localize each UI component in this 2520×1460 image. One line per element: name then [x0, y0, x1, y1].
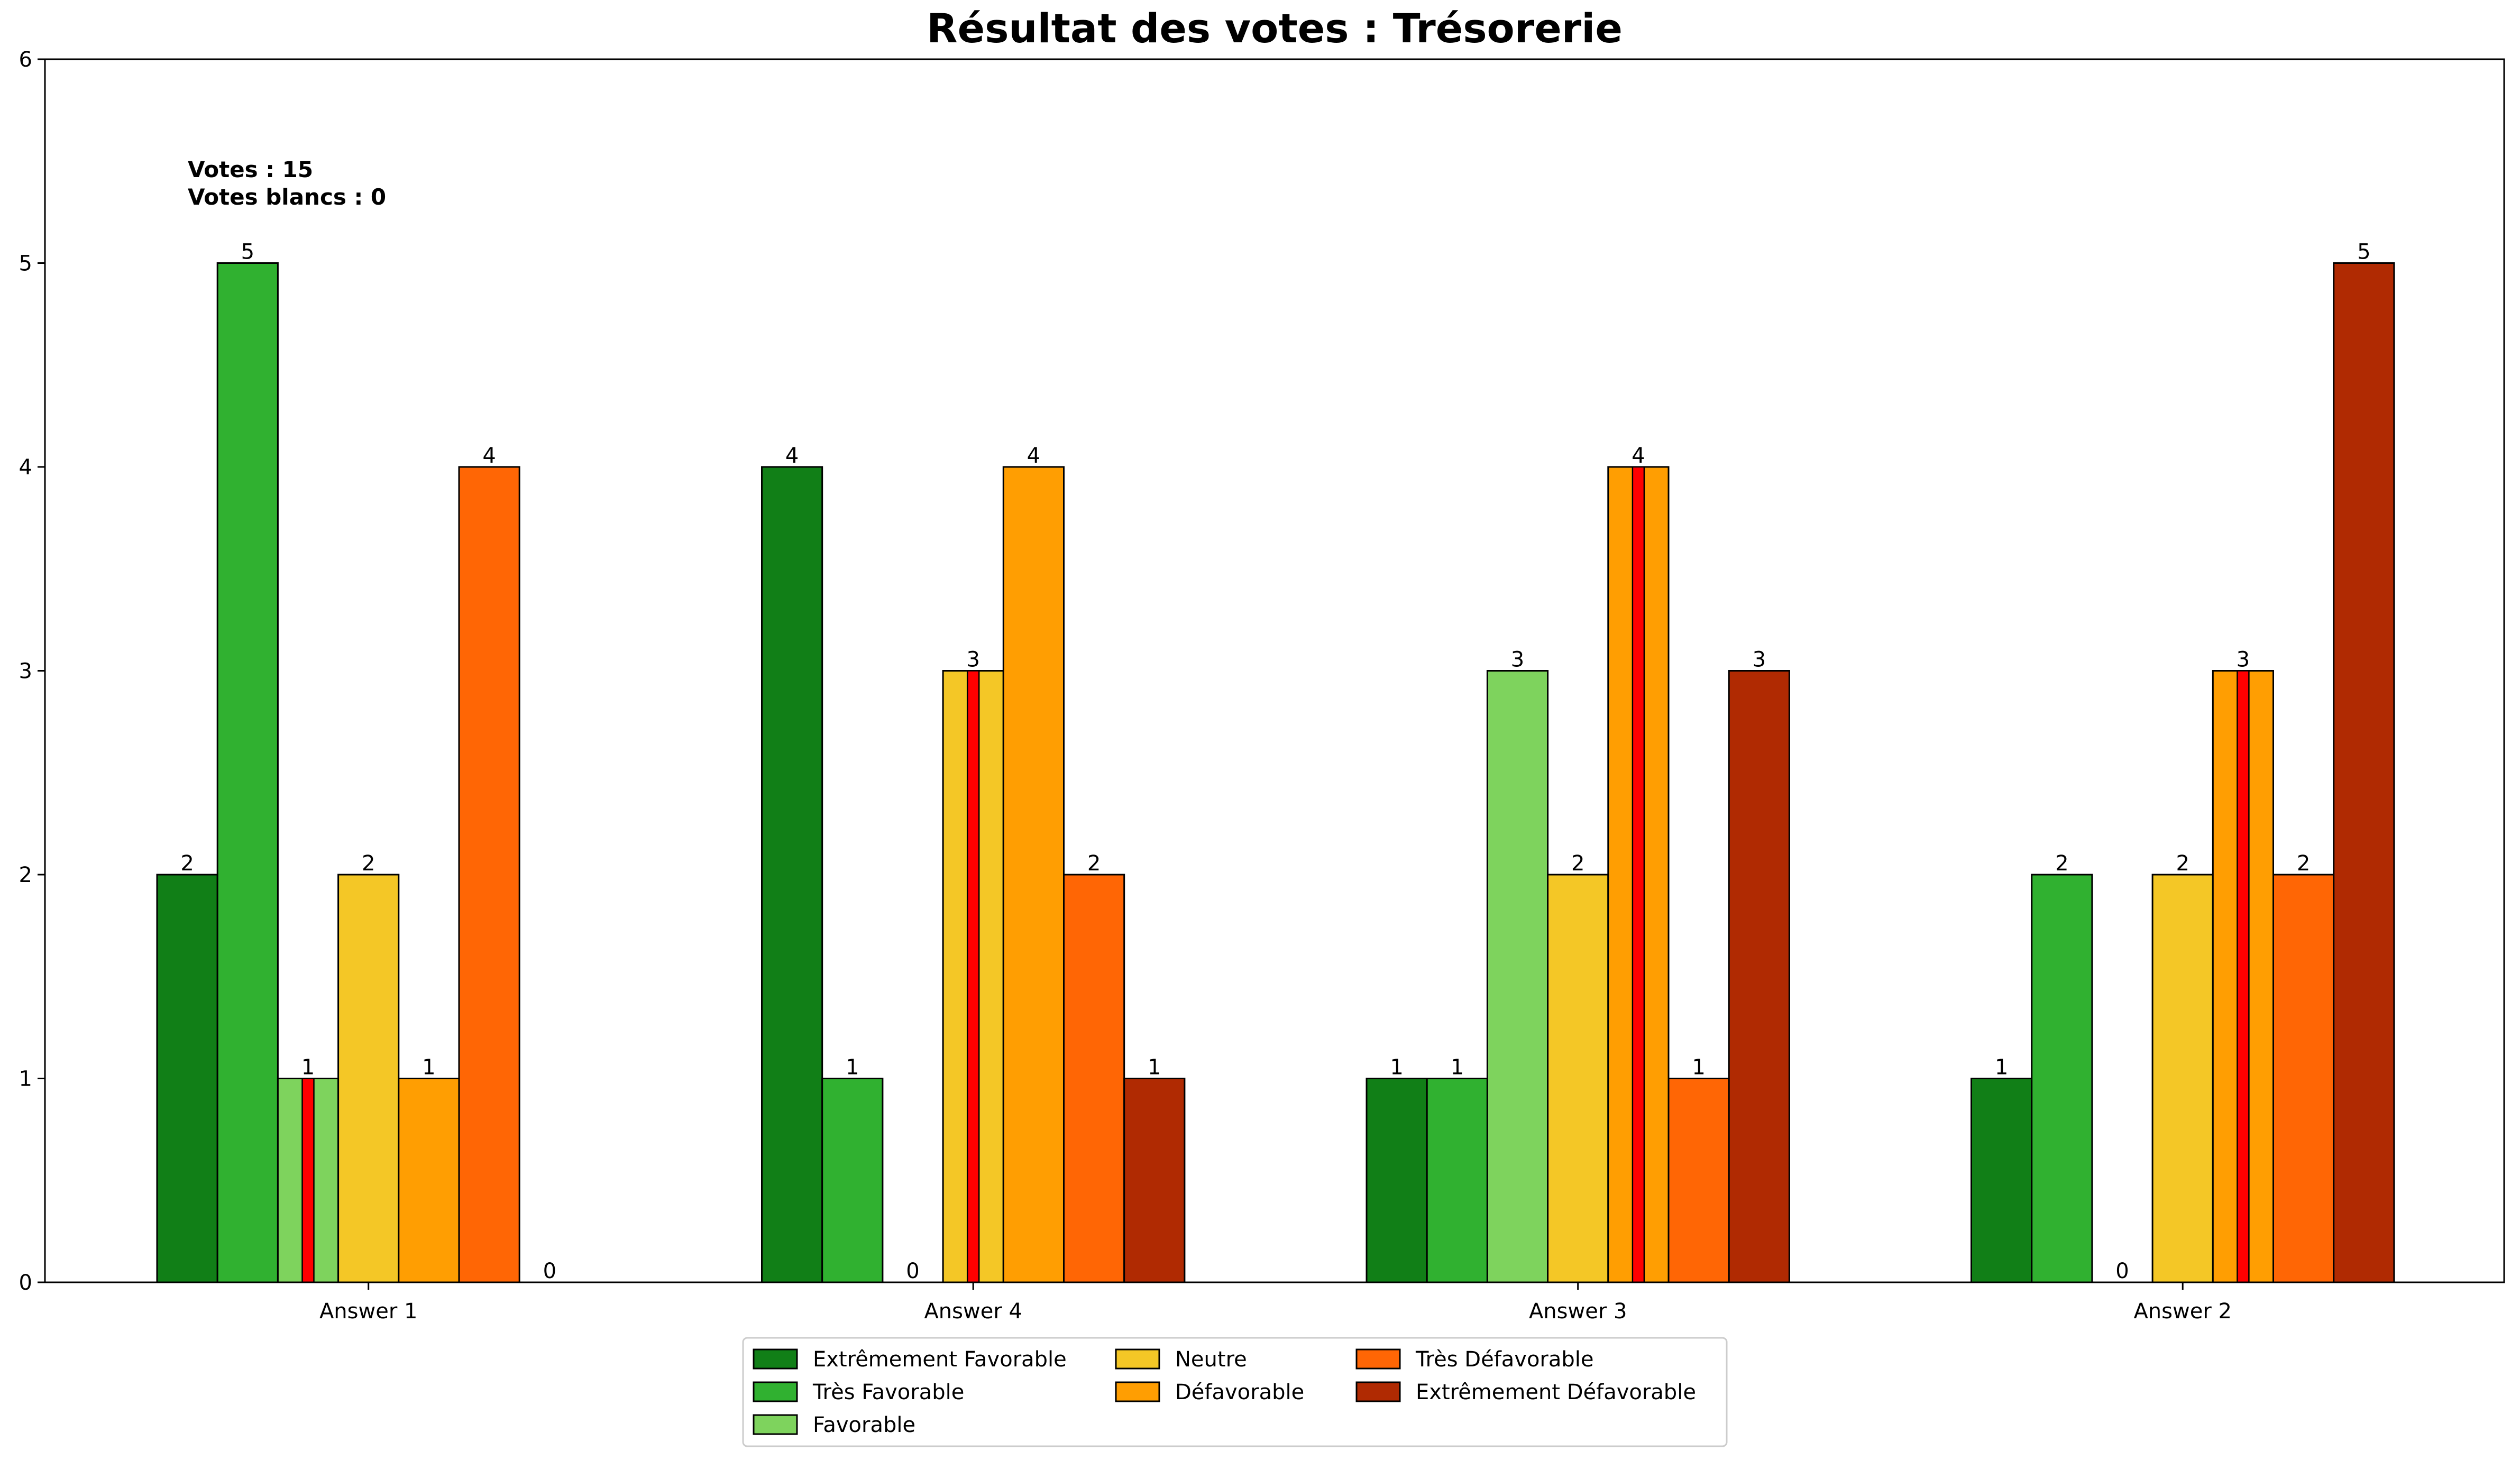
legend-label: Neutre	[1175, 1347, 1247, 1372]
legend-swatch	[753, 1414, 798, 1435]
bar-value-label: 1	[1692, 1055, 1705, 1080]
bar-value-label: 1	[1995, 1055, 2008, 1080]
bar-value-label: 1	[301, 1055, 315, 1080]
x-tick-label: Answer 2	[2133, 1299, 2232, 1324]
legend-swatch	[753, 1381, 798, 1402]
bar-value-label: 0	[543, 1259, 556, 1283]
bar-value-label: 1	[422, 1055, 435, 1080]
bar	[216, 262, 279, 1283]
bar	[1667, 1078, 1730, 1283]
x-tick-label: Answer 4	[924, 1299, 1022, 1324]
bar-value-label: 4	[1632, 444, 1645, 468]
median-marker	[966, 670, 980, 1283]
bar-value-label: 1	[1451, 1055, 1464, 1080]
legend-label: Défavorable	[1175, 1380, 1304, 1404]
vote-count-annotation: Votes : 15 Votes blancs : 0	[188, 157, 386, 210]
legend-label: Très Favorable	[812, 1380, 964, 1404]
x-tick-label: Answer 3	[1529, 1299, 1627, 1324]
legend: Extrêmement Favorable Très Favorable Favor…	[742, 1337, 1728, 1447]
bar	[2272, 874, 2335, 1283]
y-tick-label: 5	[19, 252, 32, 276]
chart-title: Résultat des votes : Trésorerie	[927, 5, 1623, 52]
bar	[2031, 874, 2093, 1283]
bar-value-label: 2	[362, 851, 375, 876]
bar	[1547, 874, 1609, 1283]
bar	[1728, 670, 1790, 1283]
median-marker	[2237, 670, 2250, 1283]
bar-value-label: 2	[1571, 851, 1584, 876]
legend-swatch	[1115, 1381, 1160, 1402]
legend-swatch	[1355, 1381, 1401, 1402]
bar	[1002, 466, 1065, 1283]
bar-value-label: 2	[1087, 851, 1101, 876]
bar	[1123, 1078, 1186, 1283]
bar	[821, 1078, 884, 1283]
bar	[337, 874, 400, 1283]
bar	[1486, 670, 1549, 1283]
legend-label: Extrêmement Favorable	[813, 1347, 1067, 1372]
legend-swatch	[1355, 1348, 1401, 1370]
y-tick-label: 3	[19, 659, 32, 684]
y-tick-label: 2	[19, 863, 32, 887]
bar-value-label: 4	[482, 444, 496, 468]
bar-value-label: 0	[906, 1259, 919, 1283]
bar-value-label: 5	[241, 240, 254, 264]
bar-value-label: 4	[1027, 444, 1040, 468]
bar-value-label: 2	[2055, 851, 2068, 876]
bar-value-label: 1	[1148, 1055, 1161, 1080]
x-tick-label: Answer 1	[319, 1299, 418, 1324]
bar	[1063, 874, 1125, 1283]
bar	[1426, 1078, 1488, 1283]
bar	[2333, 262, 2395, 1283]
bar-value-label: 5	[2357, 240, 2370, 264]
bar	[1366, 1078, 1428, 1283]
legend-label: Extrêmement Défavorable	[1416, 1380, 1696, 1404]
bar	[761, 466, 823, 1283]
median-marker	[301, 1078, 315, 1283]
legend-swatch	[1115, 1348, 1160, 1370]
bar-value-label: 2	[2176, 851, 2189, 876]
legend-label: Très Défavorable	[1415, 1347, 1594, 1372]
bar	[1971, 1078, 2033, 1283]
y-tick-label: 1	[19, 1067, 32, 1091]
bar-value-label: 3	[1511, 648, 1524, 672]
plot-area: 0 1 2 3 4 5 6 2 5 1 2 1 4 0 Answer 1 4 1 0 3 4 2 1 Answer 4 1 1 3…	[19, 48, 2395, 1324]
median-marker	[1632, 466, 1645, 1283]
bar-value-label: 3	[2237, 648, 2250, 672]
legend-label: Favorable	[813, 1413, 915, 1437]
votes-blank-text: Votes blancs : 0	[188, 184, 386, 210]
bar-value-label: 4	[785, 444, 799, 468]
bar-value-label: 3	[1753, 648, 1766, 672]
y-tick-label: 6	[19, 48, 32, 72]
bar	[398, 1078, 460, 1283]
bar-value-label: 1	[846, 1055, 859, 1080]
plot-frame	[44, 58, 2505, 1283]
y-tick-label: 4	[19, 455, 32, 480]
bar-value-label: 3	[966, 648, 979, 672]
bar-value-label: 0	[2115, 1259, 2129, 1283]
y-tick-label: 0	[19, 1271, 32, 1295]
bar	[458, 466, 520, 1283]
bar	[156, 874, 218, 1283]
bar-value-label: 2	[180, 851, 194, 876]
legend-swatch	[753, 1348, 798, 1370]
legend-box	[742, 1337, 1728, 1447]
votes-total-text: Votes : 15	[188, 157, 313, 182]
bar-value-label: 2	[2297, 851, 2310, 876]
bar-value-label: 1	[1390, 1055, 1403, 1080]
bar	[2151, 874, 2214, 1283]
